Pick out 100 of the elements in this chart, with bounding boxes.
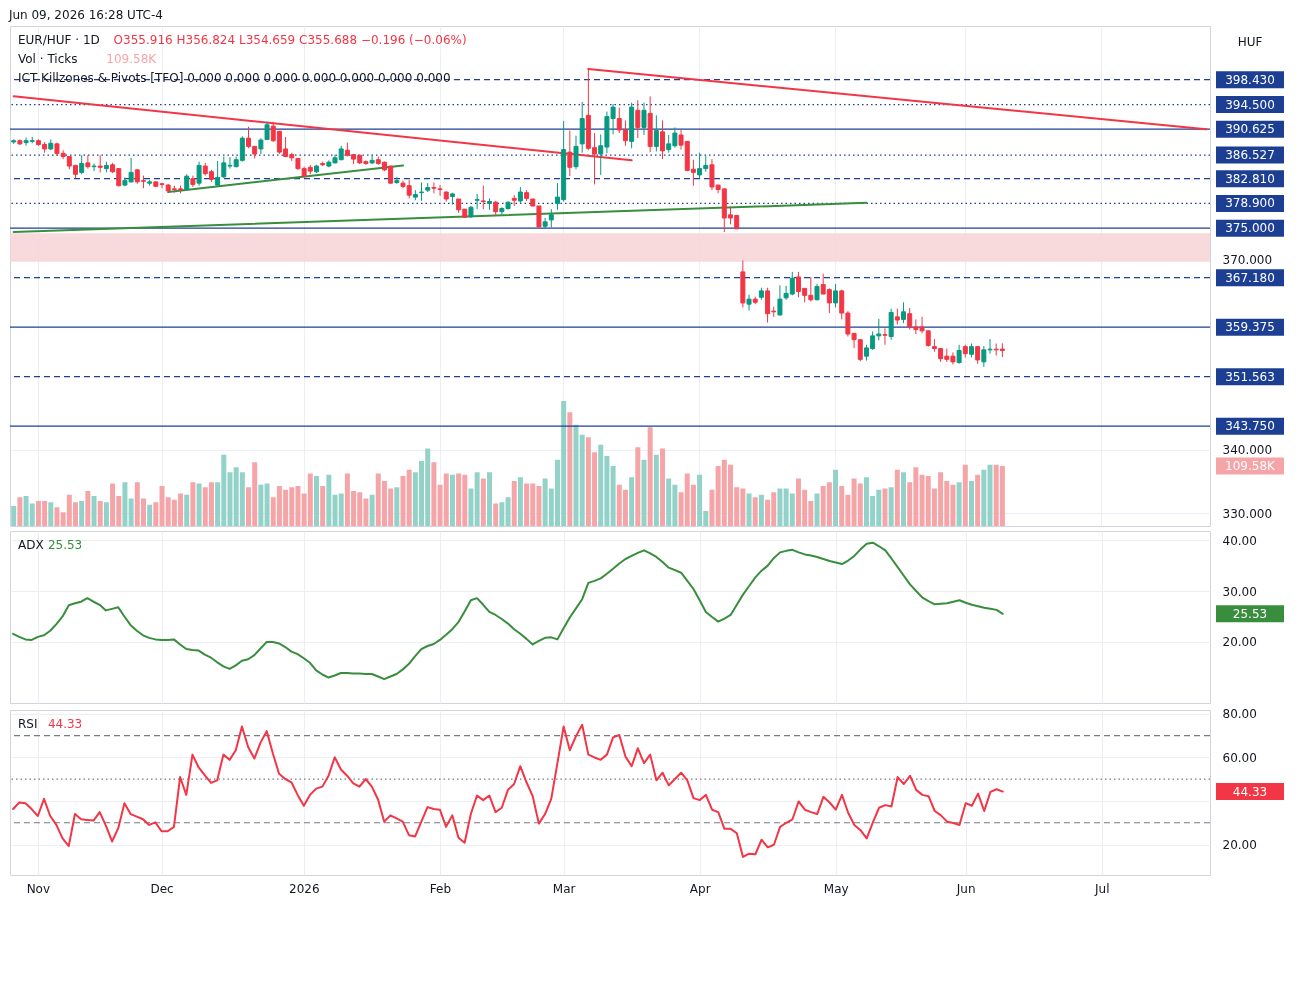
candlestick (635, 99, 641, 139)
ref-line-label: 390.625 (1225, 122, 1275, 137)
bar (777, 488, 783, 526)
bar (511, 481, 517, 526)
text: ADX (18, 538, 44, 552)
bar (758, 494, 764, 526)
bar (91, 496, 97, 526)
candlestick (548, 208, 554, 229)
candlestick (196, 161, 202, 187)
text: EUR/HUF · 1D (18, 33, 100, 47)
bar (128, 498, 134, 526)
x-tick-label: 2026 (289, 881, 320, 896)
candlestick (660, 119, 666, 160)
y-tick-label: 330.000 (1222, 506, 1273, 521)
x-tick-label: Nov (26, 881, 51, 896)
x-tick-label: Feb (429, 881, 452, 896)
candlestick (85, 154, 91, 170)
annotation: Vol · Ticks (18, 52, 78, 66)
bar (326, 474, 332, 526)
ref-line-label: 394.500 (1225, 97, 1275, 112)
y-tick-label: 80.00 (1222, 707, 1257, 722)
bar (610, 466, 616, 526)
bar (313, 476, 319, 526)
bar (660, 448, 666, 526)
text: 44.33 (1232, 784, 1268, 799)
text: RSI (18, 717, 38, 731)
x-tick-label: Dec (150, 881, 174, 896)
bar (122, 482, 128, 526)
bar (17, 497, 23, 526)
y-tick-label: 60.00 (1222, 750, 1257, 765)
candlestick (369, 154, 375, 165)
bar (258, 484, 264, 526)
line-series (12, 541, 1004, 681)
bar (888, 487, 894, 526)
bar (394, 487, 400, 526)
y-tick-label: 20.00 (1222, 635, 1257, 650)
bar (190, 482, 196, 526)
ref-line-label: 386.527 (1225, 148, 1275, 163)
candlestick (901, 301, 907, 324)
bar (901, 472, 907, 526)
bar (369, 494, 375, 526)
bar (147, 504, 153, 526)
annotation: 25.53 (47, 538, 83, 552)
bar (709, 489, 715, 526)
ref-line-label: 375.000 (1225, 221, 1275, 236)
bar (641, 459, 647, 526)
bar (11, 506, 17, 526)
ref-line-label: 343.750 (1225, 419, 1275, 434)
annotation: O355.916 H356.824 L354.659 C355.688 −0.196 (−0.06%) (113, 33, 467, 47)
x-tick-label: Jun (955, 881, 976, 896)
bar (653, 454, 659, 526)
bar (97, 501, 103, 526)
bar (746, 493, 752, 526)
y-tick-label: 20.00 (1222, 838, 1257, 853)
bar (474, 472, 480, 526)
y-axis-title: HUF (1237, 35, 1263, 49)
candlestick (641, 102, 647, 136)
bar (468, 488, 474, 526)
ref-line-label: 359.375 (1225, 320, 1275, 335)
x-tick-label: Apr (689, 881, 711, 896)
ref-line-label: 398.430 (1225, 72, 1275, 87)
bar (103, 502, 109, 526)
x-tick-label: May (823, 881, 849, 896)
y-tick-label: 370.000 (1222, 253, 1273, 268)
candlestick (91, 163, 97, 172)
y-tick-label: 40.00 (1222, 533, 1257, 548)
bar (487, 472, 493, 526)
bar (814, 493, 820, 526)
ref-line-label: 367.180 (1225, 270, 1275, 285)
bar (493, 503, 499, 526)
text: 109.58K (1225, 459, 1277, 473)
candlestick (956, 344, 962, 365)
bar (987, 464, 993, 526)
x-tick-label: Mar (552, 881, 576, 896)
ref-line-label: 382.810 (1225, 171, 1275, 186)
y-tick-label: 340.000 (1222, 443, 1273, 458)
bar (48, 502, 54, 526)
candlestick (882, 327, 888, 346)
bar (400, 476, 406, 526)
candlestick (419, 182, 425, 202)
candlestick (573, 135, 579, 170)
bar (629, 477, 635, 526)
bar (449, 474, 455, 526)
y-tick-label: 30.00 (1222, 584, 1257, 599)
candlestick (79, 154, 85, 175)
annotation: 109.58K (106, 52, 158, 66)
bar (894, 469, 900, 526)
ref-line-label: 351.563 (1225, 369, 1275, 384)
bar (184, 494, 190, 526)
bar (882, 488, 888, 526)
bar (567, 412, 573, 526)
bar (406, 469, 412, 526)
bar (431, 462, 437, 526)
text: 25.53 (1232, 606, 1268, 621)
bar (968, 481, 974, 526)
bar (635, 447, 641, 526)
bar (85, 491, 91, 526)
bar (833, 469, 839, 526)
chart-subtitle: Jun 09, 2026 16:28 UTC-4 (7, 7, 163, 22)
bar (647, 427, 653, 526)
